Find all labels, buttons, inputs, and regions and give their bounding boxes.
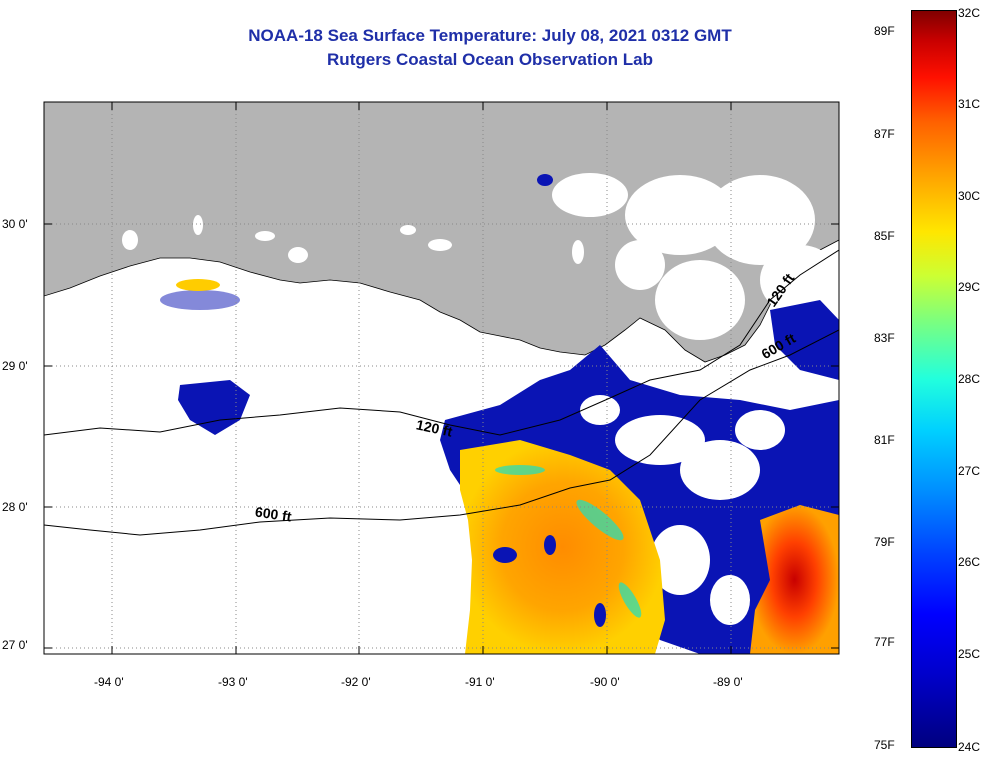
lat-label-30: 30 0' bbox=[2, 217, 28, 231]
cb-f-79: 79F bbox=[874, 535, 895, 549]
lon-label-89: -89 0' bbox=[713, 675, 743, 689]
sst-warm-spot-nw bbox=[176, 279, 220, 291]
cb-f-89: 89F bbox=[874, 24, 895, 38]
cb-f-85: 85F bbox=[874, 229, 895, 243]
sst-warm-plume bbox=[460, 440, 665, 654]
lon-label-94: -94 0' bbox=[94, 675, 124, 689]
land-mass bbox=[44, 102, 839, 363]
lat-label-29: 29 0' bbox=[2, 359, 28, 373]
lat-label-27: 27 0' bbox=[2, 638, 28, 652]
lon-label-93: -93 0' bbox=[218, 675, 248, 689]
map-gridlines bbox=[44, 102, 839, 654]
map-subtitle: Rutgers Coastal Ocean Observation Lab bbox=[327, 50, 653, 69]
cb-c-25: 25C bbox=[958, 647, 981, 661]
cb-f-75: 75F bbox=[874, 738, 895, 752]
sst-mid-streaks bbox=[495, 465, 642, 618]
lon-label-92: -92 0' bbox=[341, 675, 371, 689]
temperature-colorbar bbox=[911, 10, 957, 748]
cb-c-28: 28C bbox=[958, 372, 981, 386]
cb-c-31: 31C bbox=[958, 97, 981, 111]
cb-f-77: 77F bbox=[874, 635, 895, 649]
map-title: NOAA-18 Sea Surface Temperature: July 08… bbox=[248, 26, 732, 45]
sst-hot-patch bbox=[750, 505, 839, 654]
cb-c-29: 29C bbox=[958, 280, 981, 294]
contour-600ft bbox=[44, 329, 839, 536]
cb-c-30: 30C bbox=[958, 189, 981, 203]
ocean-cloud-gaps bbox=[580, 395, 785, 625]
cb-c-27: 27C bbox=[958, 464, 981, 478]
contour-120ft bbox=[44, 249, 839, 436]
cb-f-83: 83F bbox=[874, 331, 895, 345]
map-frame bbox=[43, 101, 840, 655]
cb-c-32: 32C bbox=[958, 6, 981, 20]
map-plot-area bbox=[44, 102, 839, 654]
sst-cool-spots bbox=[493, 535, 606, 627]
land-cloud-gaps bbox=[122, 173, 839, 340]
lon-label-91: -91 0' bbox=[465, 675, 495, 689]
lon-label-90: -90 0' bbox=[590, 675, 620, 689]
cb-c-26: 26C bbox=[958, 555, 981, 569]
lat-label-28: 28 0' bbox=[2, 500, 28, 514]
cb-f-81: 81F bbox=[874, 433, 895, 447]
cb-c-24: 24C bbox=[958, 740, 981, 754]
map-ticks bbox=[44, 102, 839, 654]
cb-f-87: 87F bbox=[874, 127, 895, 141]
